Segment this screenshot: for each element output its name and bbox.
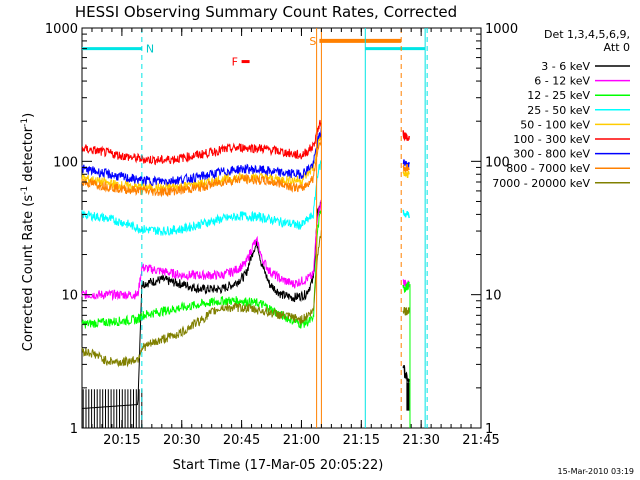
- legend-label-12-25-kev: 12 - 25 keV: [527, 89, 590, 102]
- footer-timestamp: 15-Mar-2010 03:19: [558, 467, 635, 476]
- y-axis-label-sup1: -1: [20, 186, 30, 195]
- legend-label-3-6-kev: 3 - 6 keV: [541, 60, 590, 73]
- legend-label-800-7000-kev: 800 - 7000 keV: [506, 162, 590, 175]
- x-tick-label: 20:45: [223, 433, 260, 448]
- y-tick-label: 1000: [45, 22, 78, 37]
- x-tick-label: 20:30: [163, 433, 200, 448]
- legend-header-line-1: Det 1,3,4,5,6,9,: [544, 28, 630, 41]
- series-line-25-50-kev: [81, 160, 322, 236]
- chart-title: HESSI Observing Summary Count Rates, Cor…: [75, 3, 457, 21]
- y-axis-label: Corrected Count Rate (s-1 detector-1): [20, 113, 36, 351]
- series-segment2-12-25-kev: [402, 281, 410, 294]
- y-tick-label-right: 1000: [485, 22, 518, 37]
- series-line-7000-20000-kev: [81, 230, 322, 368]
- series-segment2-3-6-kev: [402, 365, 410, 384]
- legend-header-line-2: Att 0: [604, 41, 630, 54]
- x-tick-label: 21:30: [402, 433, 439, 448]
- series-line-300-800-kev: [81, 126, 322, 187]
- legend-label-100-300-kev: 100 - 300 keV: [513, 133, 590, 146]
- y-axis-label-mid: detector: [21, 126, 36, 186]
- s-label: S: [309, 35, 316, 48]
- y-tick-label: 1: [70, 422, 78, 437]
- legend-label-300-800-kev: 300 - 800 keV: [513, 148, 590, 161]
- y-tick-label-right: 10: [485, 289, 502, 304]
- y-tick-label-right: 100: [485, 155, 510, 170]
- y-axis-label-end: ): [21, 113, 36, 118]
- annotation-layer: [82, 28, 428, 428]
- y-tick-label: 10: [61, 289, 78, 304]
- y-tick-label-right: 1: [485, 422, 493, 437]
- series-segment2-50-100-kev: [402, 170, 410, 179]
- x-axis-label: Start Time (17-Mar-05 20:05:22): [173, 458, 384, 473]
- series-segment2-800-7000-kev: [402, 163, 410, 173]
- x-tick-label: 21:15: [343, 433, 380, 448]
- legend-label-7000-20000-kev: 7000 - 20000 keV: [492, 177, 590, 190]
- series-segment2-25-50-kev: [402, 209, 410, 219]
- legend-label-50-100-kev: 50 - 100 keV: [520, 118, 590, 131]
- x-tick-label: 21:00: [283, 433, 320, 448]
- y-axis-label-sup2: -1: [20, 118, 30, 127]
- legend-label-25-50-kev: 25 - 50 keV: [527, 104, 590, 117]
- series-block-3-6-kev: [406, 382, 410, 411]
- f-label: F: [232, 56, 238, 69]
- series-line-12-25-kev: [81, 210, 322, 329]
- series-line-6-12-kev: [81, 199, 322, 302]
- y-axis-label-main: Corrected Count Rate (s: [21, 195, 36, 352]
- series-line-100-300-kev: [81, 119, 322, 166]
- x-tick-label: 21:45: [462, 433, 499, 448]
- series-layer: [81, 119, 410, 428]
- y-tick-label: 100: [53, 155, 78, 170]
- series-segment2-7000-20000-kev: [402, 306, 410, 316]
- axis-ticks: 20:15 20:30 20:45 21:00 21:15 21:30 21:451 110 1…: [45, 22, 518, 448]
- legend: Det 1,3,4,5,6,9, Att 0 3 - 6 keV 6 - 12 k…: [492, 28, 630, 190]
- series-line-800-7000-kev: [81, 134, 322, 198]
- series-segment2-100-300-kev: [402, 130, 410, 142]
- n-label: N: [146, 43, 154, 56]
- x-tick-label: 20:15: [103, 433, 140, 448]
- series-spikes-3-6-kev: [82, 389, 143, 428]
- legend-label-6-12-kev: 6 - 12 keV: [534, 75, 590, 88]
